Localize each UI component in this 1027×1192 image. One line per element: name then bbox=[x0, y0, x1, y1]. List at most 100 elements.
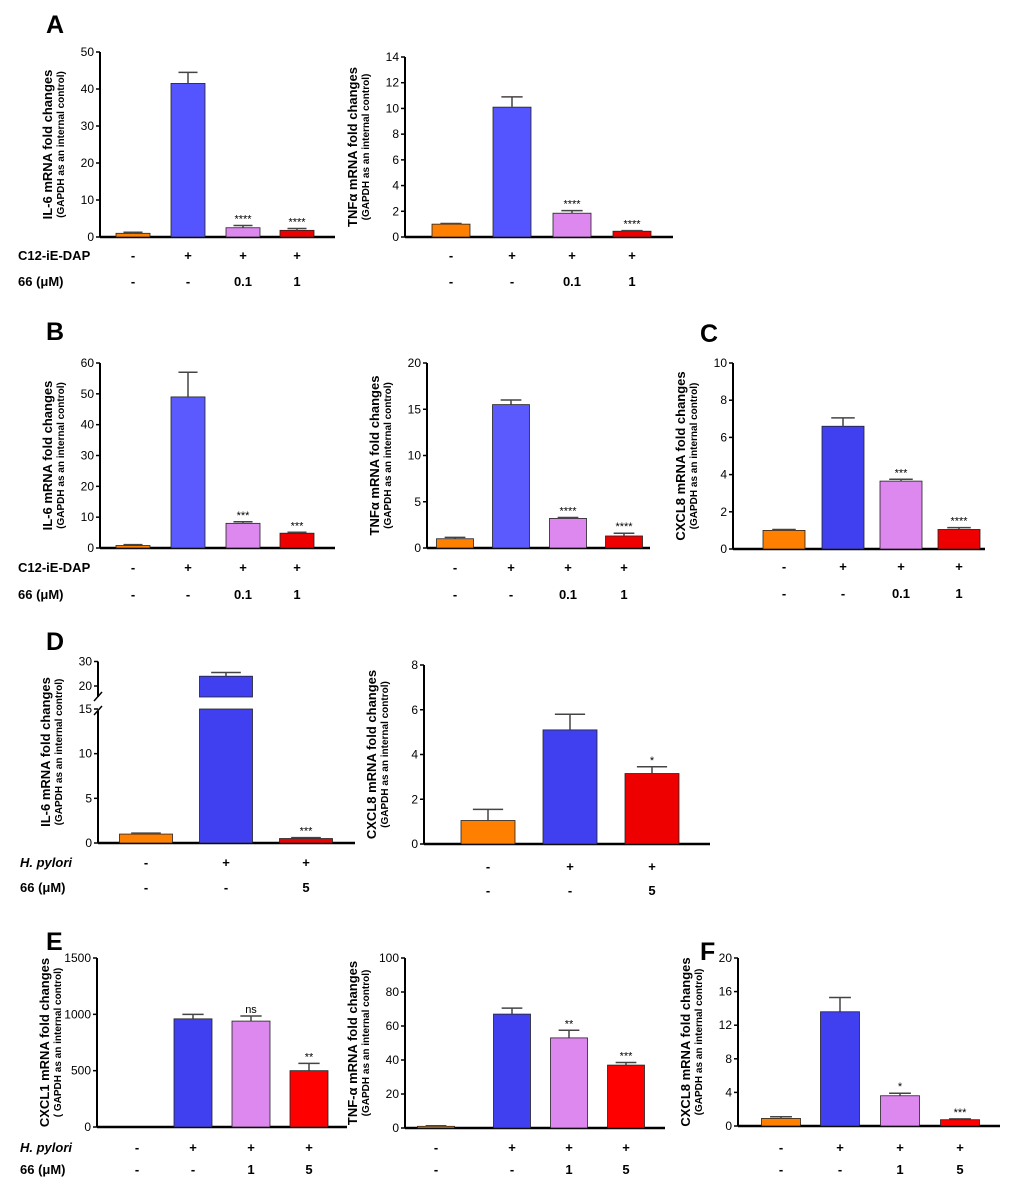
bar bbox=[493, 1013, 531, 1129]
y-tick-label: 2 bbox=[392, 204, 399, 218]
condition-value: 0.1 bbox=[559, 587, 577, 602]
significance-label: ** bbox=[305, 1051, 314, 1063]
chart-F1: 0 4 8 12 16 20 CXCL8 mRNA fold changes (GAPDH a… bbox=[678, 951, 1000, 1177]
y-tick-label: 15 bbox=[408, 402, 422, 416]
y-tick-label: 8 bbox=[720, 393, 727, 407]
significance-label: * bbox=[650, 755, 655, 767]
condition-value: 0.1 bbox=[563, 274, 581, 289]
condition-row-label: H. pylori bbox=[20, 1140, 72, 1155]
y-tick-label: 1000 bbox=[64, 1007, 91, 1021]
y-tick-label: 60 bbox=[81, 356, 95, 370]
condition-row-label: 66 (μM) bbox=[18, 587, 64, 602]
y-axis-title: TNFα mRNA fold changes bbox=[367, 376, 382, 536]
condition-value: + bbox=[566, 859, 574, 874]
condition-value: + bbox=[628, 248, 636, 263]
bar bbox=[492, 404, 530, 549]
bar bbox=[940, 1119, 980, 1127]
y-tick-label: 0 bbox=[87, 230, 94, 244]
condition-value: - bbox=[144, 855, 148, 870]
chart-E1: 0 500 1000 1500 CXCL1 mRNA fold changes( GAP… bbox=[20, 951, 347, 1177]
condition-value: + bbox=[508, 1140, 516, 1155]
condition-value: + bbox=[247, 1140, 255, 1155]
bar bbox=[115, 232, 151, 238]
condition-value: + bbox=[184, 560, 192, 575]
bar bbox=[552, 212, 592, 238]
y-tick-label: 20 bbox=[386, 1087, 400, 1101]
condition-value: + bbox=[189, 1140, 197, 1155]
y-tick-label: 5 bbox=[85, 791, 92, 805]
y-tick-label: 4 bbox=[411, 748, 418, 762]
chart-D2: 0 2 4 6 8 CXCL8 mRNA fold changes (GAPDH as an… bbox=[364, 658, 710, 898]
condition-value: - bbox=[779, 1162, 783, 1177]
significance-label: **** bbox=[563, 199, 581, 211]
panel-label-F: F bbox=[700, 938, 715, 966]
condition-value: - bbox=[131, 248, 135, 263]
y-tick-label: 8 bbox=[725, 1052, 732, 1066]
bar bbox=[605, 535, 643, 549]
panel-label-B: B bbox=[46, 318, 64, 346]
condition-value: - bbox=[131, 587, 135, 602]
bar bbox=[492, 106, 532, 238]
y-tick-label: 14 bbox=[386, 50, 400, 64]
condition-value: - bbox=[135, 1162, 139, 1177]
y-axis-title: IL-6 mRNA fold changes bbox=[38, 677, 53, 827]
bar bbox=[880, 1095, 920, 1127]
condition-value: + bbox=[508, 248, 516, 263]
bar bbox=[279, 229, 315, 238]
condition-row-label: H. pylori bbox=[20, 855, 72, 870]
y-tick-label: 50 bbox=[81, 387, 95, 401]
y-tick-label: 30 bbox=[79, 655, 93, 669]
y-axis-subtitle: (GAPDH as an internal control) bbox=[54, 679, 65, 826]
y-tick-label: 2 bbox=[720, 505, 727, 519]
bar bbox=[431, 223, 471, 238]
y-tick-label: 0 bbox=[84, 1120, 91, 1134]
y-tick-label: 20 bbox=[81, 156, 95, 170]
y-axis-subtitle: (GAPDH as an internal control) bbox=[694, 969, 705, 1116]
y-tick-label: 80 bbox=[386, 985, 400, 999]
panel-label-C: C bbox=[700, 320, 718, 348]
condition-value: - bbox=[510, 1162, 514, 1177]
chart-B1: 0 10 20 30 40 50 60 IL-6 mRNA fold changes (GAPD… bbox=[18, 356, 335, 602]
significance-label: **** bbox=[559, 505, 577, 517]
y-tick-label: 30 bbox=[81, 449, 95, 463]
condition-row-label: 66 (μM) bbox=[18, 274, 64, 289]
y-tick-label: 4 bbox=[392, 179, 399, 193]
bar bbox=[279, 532, 315, 549]
condition-value: + bbox=[507, 560, 515, 575]
condition-value: 0.1 bbox=[892, 586, 910, 601]
chart-A2: 0 2 4 6 8 10 12 14 TNFα mRNA fold changes (GAPDH … bbox=[345, 50, 673, 289]
condition-value: 1 bbox=[565, 1162, 572, 1177]
condition-row-label: 66 (μM) bbox=[20, 880, 66, 895]
bar bbox=[612, 230, 652, 238]
condition-row-label: C12-iE-DAP bbox=[18, 560, 91, 575]
y-tick-label: 12 bbox=[719, 1018, 733, 1032]
condition-value: - bbox=[131, 560, 135, 575]
y-tick-label: 16 bbox=[719, 985, 733, 999]
y-tick-label: 10 bbox=[81, 193, 95, 207]
y-axis-subtitle: (GAPDH as an internal control) bbox=[361, 970, 372, 1117]
condition-value: - bbox=[191, 1162, 195, 1177]
y-axis-subtitle: (GAPDH as an internal control) bbox=[56, 71, 67, 218]
y-tick-label: 0 bbox=[392, 1121, 399, 1135]
y-axis-subtitle: (GAPDH as an internal control) bbox=[383, 382, 394, 529]
y-tick-label: 1500 bbox=[64, 951, 91, 965]
condition-value: 1 bbox=[896, 1162, 903, 1177]
condition-value: 1 bbox=[293, 587, 300, 602]
significance-label: **** bbox=[950, 516, 968, 528]
bar bbox=[225, 227, 261, 238]
bar bbox=[436, 538, 474, 549]
bar bbox=[231, 1020, 271, 1128]
y-axis-title: CXCL8 mRNA fold changes bbox=[364, 670, 379, 839]
chart-A1: 0 10 20 30 40 50 IL-6 mRNA fold changes (GAPDH … bbox=[18, 45, 335, 289]
condition-value: 5 bbox=[302, 880, 309, 895]
condition-row-label: C12-iE-DAP bbox=[18, 248, 91, 263]
y-axis-title: IL-6 mRNA fold changes bbox=[40, 70, 55, 220]
y-tick-label: 10 bbox=[714, 356, 728, 370]
bar bbox=[549, 518, 587, 549]
condition-value: - bbox=[782, 586, 786, 601]
bar bbox=[550, 1037, 588, 1129]
condition-value: + bbox=[648, 859, 656, 874]
condition-value: + bbox=[239, 248, 247, 263]
condition-value: 5 bbox=[648, 883, 655, 898]
condition-value: + bbox=[622, 1140, 630, 1155]
